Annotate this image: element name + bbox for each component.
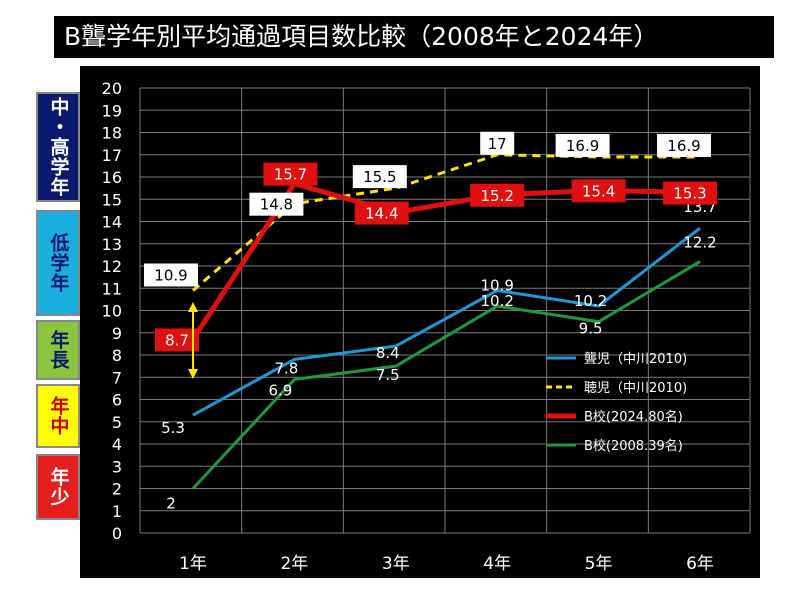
data-label: 17 <box>488 135 507 153</box>
data-label: 12.2 <box>683 234 716 252</box>
y-tick-label: 8 <box>112 346 122 365</box>
data-label: 10.9 <box>154 266 187 284</box>
data-label: 8.4 <box>376 344 400 362</box>
data-label-box <box>555 133 610 157</box>
grade-label-2: 年長 <box>36 320 80 380</box>
series-line-0 <box>192 226 701 417</box>
data-label: 15.3 <box>673 185 706 203</box>
x-tick-label: 4年 <box>483 554 511 574</box>
data-label: 15.4 <box>582 182 615 200</box>
grade-label-0: 中・高学年 <box>36 92 80 202</box>
y-tick-label: 16 <box>102 168 122 187</box>
data-label: 15.5 <box>363 168 396 186</box>
data-label-box <box>571 179 626 203</box>
y-tick-label: 12 <box>102 257 122 276</box>
y-tick-label: 18 <box>102 124 122 143</box>
data-label: 15.7 <box>274 166 307 184</box>
data-label-box <box>480 131 515 155</box>
data-label-box <box>249 192 304 216</box>
y-tick-label: 19 <box>102 101 122 120</box>
y-tick-label: 9 <box>112 324 122 343</box>
y-tick-label: 11 <box>102 279 122 298</box>
data-label-box <box>352 165 407 189</box>
data-label-box <box>155 328 199 352</box>
y-tick-label: 3 <box>112 457 122 476</box>
y-tick-label: 7 <box>112 368 122 387</box>
y-tick-label: 10 <box>102 302 122 321</box>
data-label: 5.3 <box>161 419 185 437</box>
y-tick-label: 17 <box>102 146 122 165</box>
x-tick-label: 5年 <box>585 554 613 574</box>
data-label-box <box>663 181 717 205</box>
data-label: 10.2 <box>480 292 513 310</box>
legend-label: 聾児（中川2010) <box>584 351 687 367</box>
grade-label-1: 低学年 <box>36 210 80 316</box>
y-tick-label: 2 <box>112 480 122 499</box>
data-label-box <box>657 133 711 157</box>
x-tick-label: 1年 <box>179 554 207 574</box>
data-label: 14.4 <box>365 205 398 223</box>
data-label: 16.9 <box>566 137 599 155</box>
data-label-box <box>354 201 409 225</box>
data-label-box <box>263 162 318 186</box>
y-tick-label: 14 <box>102 213 122 232</box>
data-label: 6.9 <box>268 381 292 399</box>
y-tick-label: 4 <box>112 435 122 454</box>
arrow-head-up <box>188 302 198 313</box>
y-tick-label: 13 <box>102 235 122 254</box>
x-tick-label: 2年 <box>280 554 308 574</box>
data-label: 7.5 <box>376 366 400 384</box>
data-label: 9.5 <box>579 320 603 338</box>
data-label: 10.9 <box>480 276 513 294</box>
data-label: 10.2 <box>574 292 607 310</box>
series-line-3 <box>191 260 701 490</box>
data-label: 7.8 <box>274 359 298 377</box>
y-tick-label: 1 <box>112 502 122 521</box>
y-tick-label: 0 <box>112 524 122 543</box>
legend-label: 聴児（中川2010) <box>584 381 687 396</box>
x-tick-label: 3年 <box>382 554 410 574</box>
data-label-box <box>470 183 525 207</box>
data-label: 16.9 <box>667 137 700 155</box>
x-tick-label: 6年 <box>686 554 714 574</box>
data-label: 8.7 <box>165 331 189 349</box>
arrow-head-down <box>188 369 198 380</box>
y-tick-label: 15 <box>102 190 122 209</box>
data-label: 2 <box>166 495 176 513</box>
y-tick-label: 20 <box>102 79 122 98</box>
data-label: 14.8 <box>260 196 293 214</box>
chart-title: B聾学年別平均通過項目数比較（2008年と2024年） <box>54 16 774 58</box>
legend-label: B校(2008.39名) <box>584 438 683 454</box>
y-tick-label: 5 <box>112 413 122 432</box>
y-tick-label: 6 <box>112 391 122 410</box>
data-label: 15.2 <box>480 187 513 205</box>
data-label-box <box>144 263 198 287</box>
grade-label-4: 年少 <box>36 454 80 520</box>
grade-label-3: 年中 <box>36 384 80 448</box>
legend-label: B校(2024.80名) <box>584 409 683 425</box>
